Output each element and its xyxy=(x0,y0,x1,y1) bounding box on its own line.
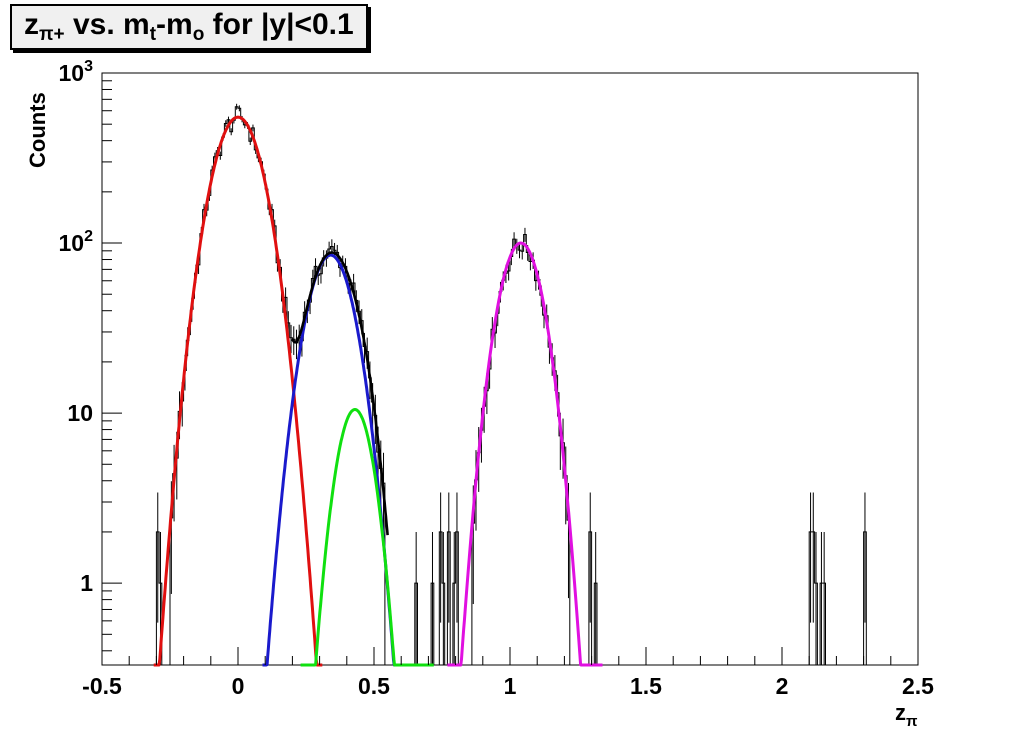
chart-title-box: zπ+ vs. mt-mo for |y|<0.1 xyxy=(10,4,368,50)
y-tick-label: 10 xyxy=(67,400,93,426)
x-tick-label: -0.5 xyxy=(82,673,122,699)
histogram-outline xyxy=(102,106,918,666)
x-tick-label: 0.5 xyxy=(358,673,390,699)
y-tick-label: 1 xyxy=(80,570,93,596)
x-tick-label: 2 xyxy=(776,673,789,699)
x-tick-label: 0 xyxy=(232,673,245,699)
fit-curve-red xyxy=(152,115,324,667)
fit-curve-green xyxy=(299,408,435,667)
fit-curves xyxy=(152,115,604,667)
chart-title: zπ+ vs. mt-mo for |y|<0.1 xyxy=(24,8,354,45)
plot-area xyxy=(101,72,919,666)
x-tick-label: 2.5 xyxy=(902,673,934,699)
fit-curve-total xyxy=(291,251,389,536)
fit-curve-magenta xyxy=(446,241,604,667)
axis-ticks xyxy=(101,72,919,665)
y-axis-title: Counts xyxy=(25,92,50,168)
y-tick-label: 103 xyxy=(59,58,94,86)
x-axis-title: zπ xyxy=(895,700,918,730)
histogram xyxy=(102,103,918,666)
plot-frame xyxy=(101,72,919,666)
x-tick-label: 1.5 xyxy=(630,673,662,699)
y-tick-label: 102 xyxy=(59,228,94,256)
x-tick-label: 1 xyxy=(504,673,517,699)
axis-labels: -0.5 0 0.5 1 1.5 2 2.5 1 10 102 103 zπ Counts xyxy=(25,58,934,730)
